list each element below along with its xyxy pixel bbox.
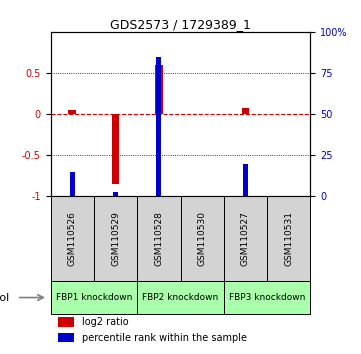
Title: GDS2573 / 1729389_1: GDS2573 / 1729389_1	[110, 18, 251, 31]
Bar	[113, 192, 118, 196]
Bar	[58, 333, 74, 342]
Bar	[242, 108, 249, 114]
Bar	[155, 65, 163, 114]
FancyBboxPatch shape	[137, 281, 224, 314]
Bar	[70, 172, 75, 196]
Text: FBP1 knockdown: FBP1 knockdown	[56, 293, 132, 302]
Bar	[112, 114, 119, 184]
Bar	[243, 164, 248, 196]
FancyBboxPatch shape	[224, 196, 267, 281]
Text: log2 ratio: log2 ratio	[82, 317, 129, 327]
FancyBboxPatch shape	[267, 196, 310, 281]
Text: FBP3 knockdown: FBP3 knockdown	[229, 293, 305, 302]
Bar	[58, 317, 74, 326]
FancyBboxPatch shape	[137, 196, 180, 281]
Text: protocol: protocol	[0, 292, 9, 303]
FancyBboxPatch shape	[224, 281, 310, 314]
Text: GSM110528: GSM110528	[155, 211, 163, 266]
FancyBboxPatch shape	[51, 196, 94, 281]
Text: FBP2 knockdown: FBP2 knockdown	[142, 293, 219, 302]
Bar	[156, 57, 161, 196]
Bar	[68, 110, 76, 114]
FancyBboxPatch shape	[180, 196, 224, 281]
Text: GSM110530: GSM110530	[198, 211, 206, 266]
Text: GSM110526: GSM110526	[68, 211, 77, 266]
FancyBboxPatch shape	[51, 281, 137, 314]
FancyBboxPatch shape	[94, 196, 137, 281]
Text: GSM110527: GSM110527	[241, 211, 250, 266]
Text: GSM110529: GSM110529	[111, 211, 120, 266]
Text: GSM110531: GSM110531	[284, 211, 293, 266]
Text: percentile rank within the sample: percentile rank within the sample	[82, 333, 247, 343]
